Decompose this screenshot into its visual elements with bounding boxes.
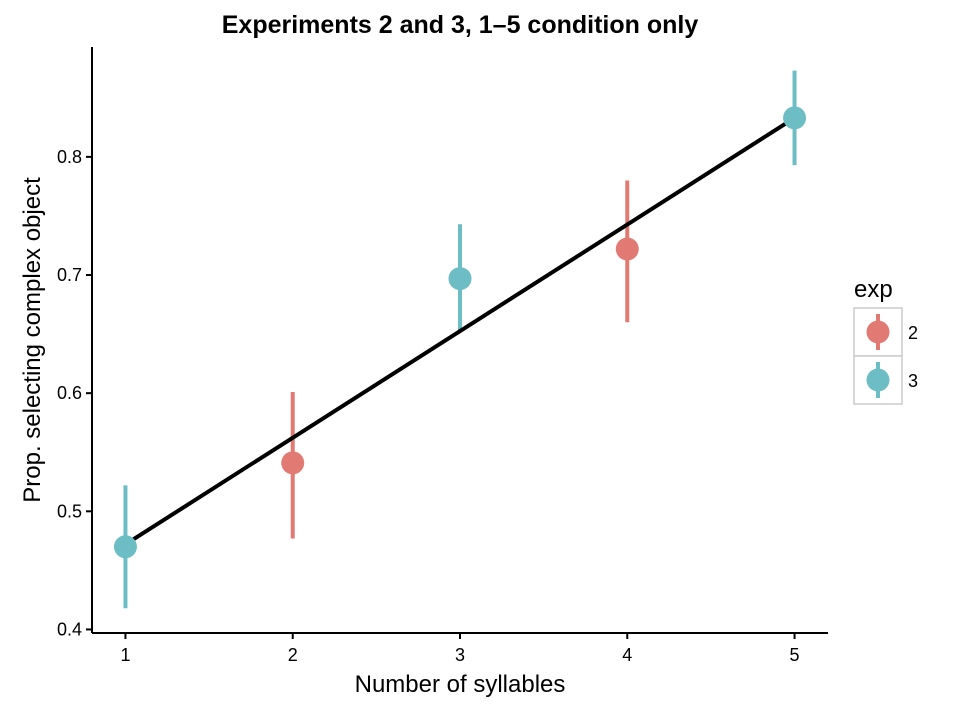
y-tick-label: 0.6	[57, 383, 82, 403]
y-tick-label: 0.5	[57, 501, 82, 521]
legend-entries: 23	[853, 307, 918, 405]
x-tick-label: 3	[455, 645, 465, 665]
x-tick-label: 2	[288, 645, 298, 665]
legend-title: exp	[854, 276, 893, 303]
point-exp-3	[113, 535, 137, 559]
legend: exp 23	[853, 276, 918, 405]
y-tick-label: 0.8	[57, 147, 82, 167]
point-exp-2	[615, 237, 639, 261]
x-axis-title: Number of syllables	[355, 671, 566, 698]
axes	[91, 47, 828, 634]
chart-title: Experiments 2 and 3, 1–5 condition only	[222, 11, 699, 39]
y-tick-label: 0.4	[57, 619, 82, 639]
point-exp-2	[281, 451, 305, 475]
fit-line	[124, 116, 796, 547]
x-ticks: 1 2 3 4 5	[120, 633, 800, 665]
legend-key-point	[866, 368, 890, 392]
x-tick-label: 4	[622, 645, 632, 665]
data-points	[113, 106, 807, 559]
legend-key-point	[866, 320, 890, 344]
y-ticks: 0.4 0.5 0.6 0.7 0.8	[57, 147, 92, 639]
legend-label: 2	[908, 323, 918, 343]
point-exp-3	[783, 106, 807, 130]
error-bars	[123, 70, 797, 609]
x-tick-label: 5	[790, 645, 800, 665]
y-tick-label: 0.7	[57, 265, 82, 285]
legend-label: 3	[908, 371, 918, 391]
point-exp-3	[448, 267, 472, 291]
y-axis-title: Prop. selecting complex object	[19, 177, 46, 503]
x-tick-label: 1	[120, 645, 130, 665]
